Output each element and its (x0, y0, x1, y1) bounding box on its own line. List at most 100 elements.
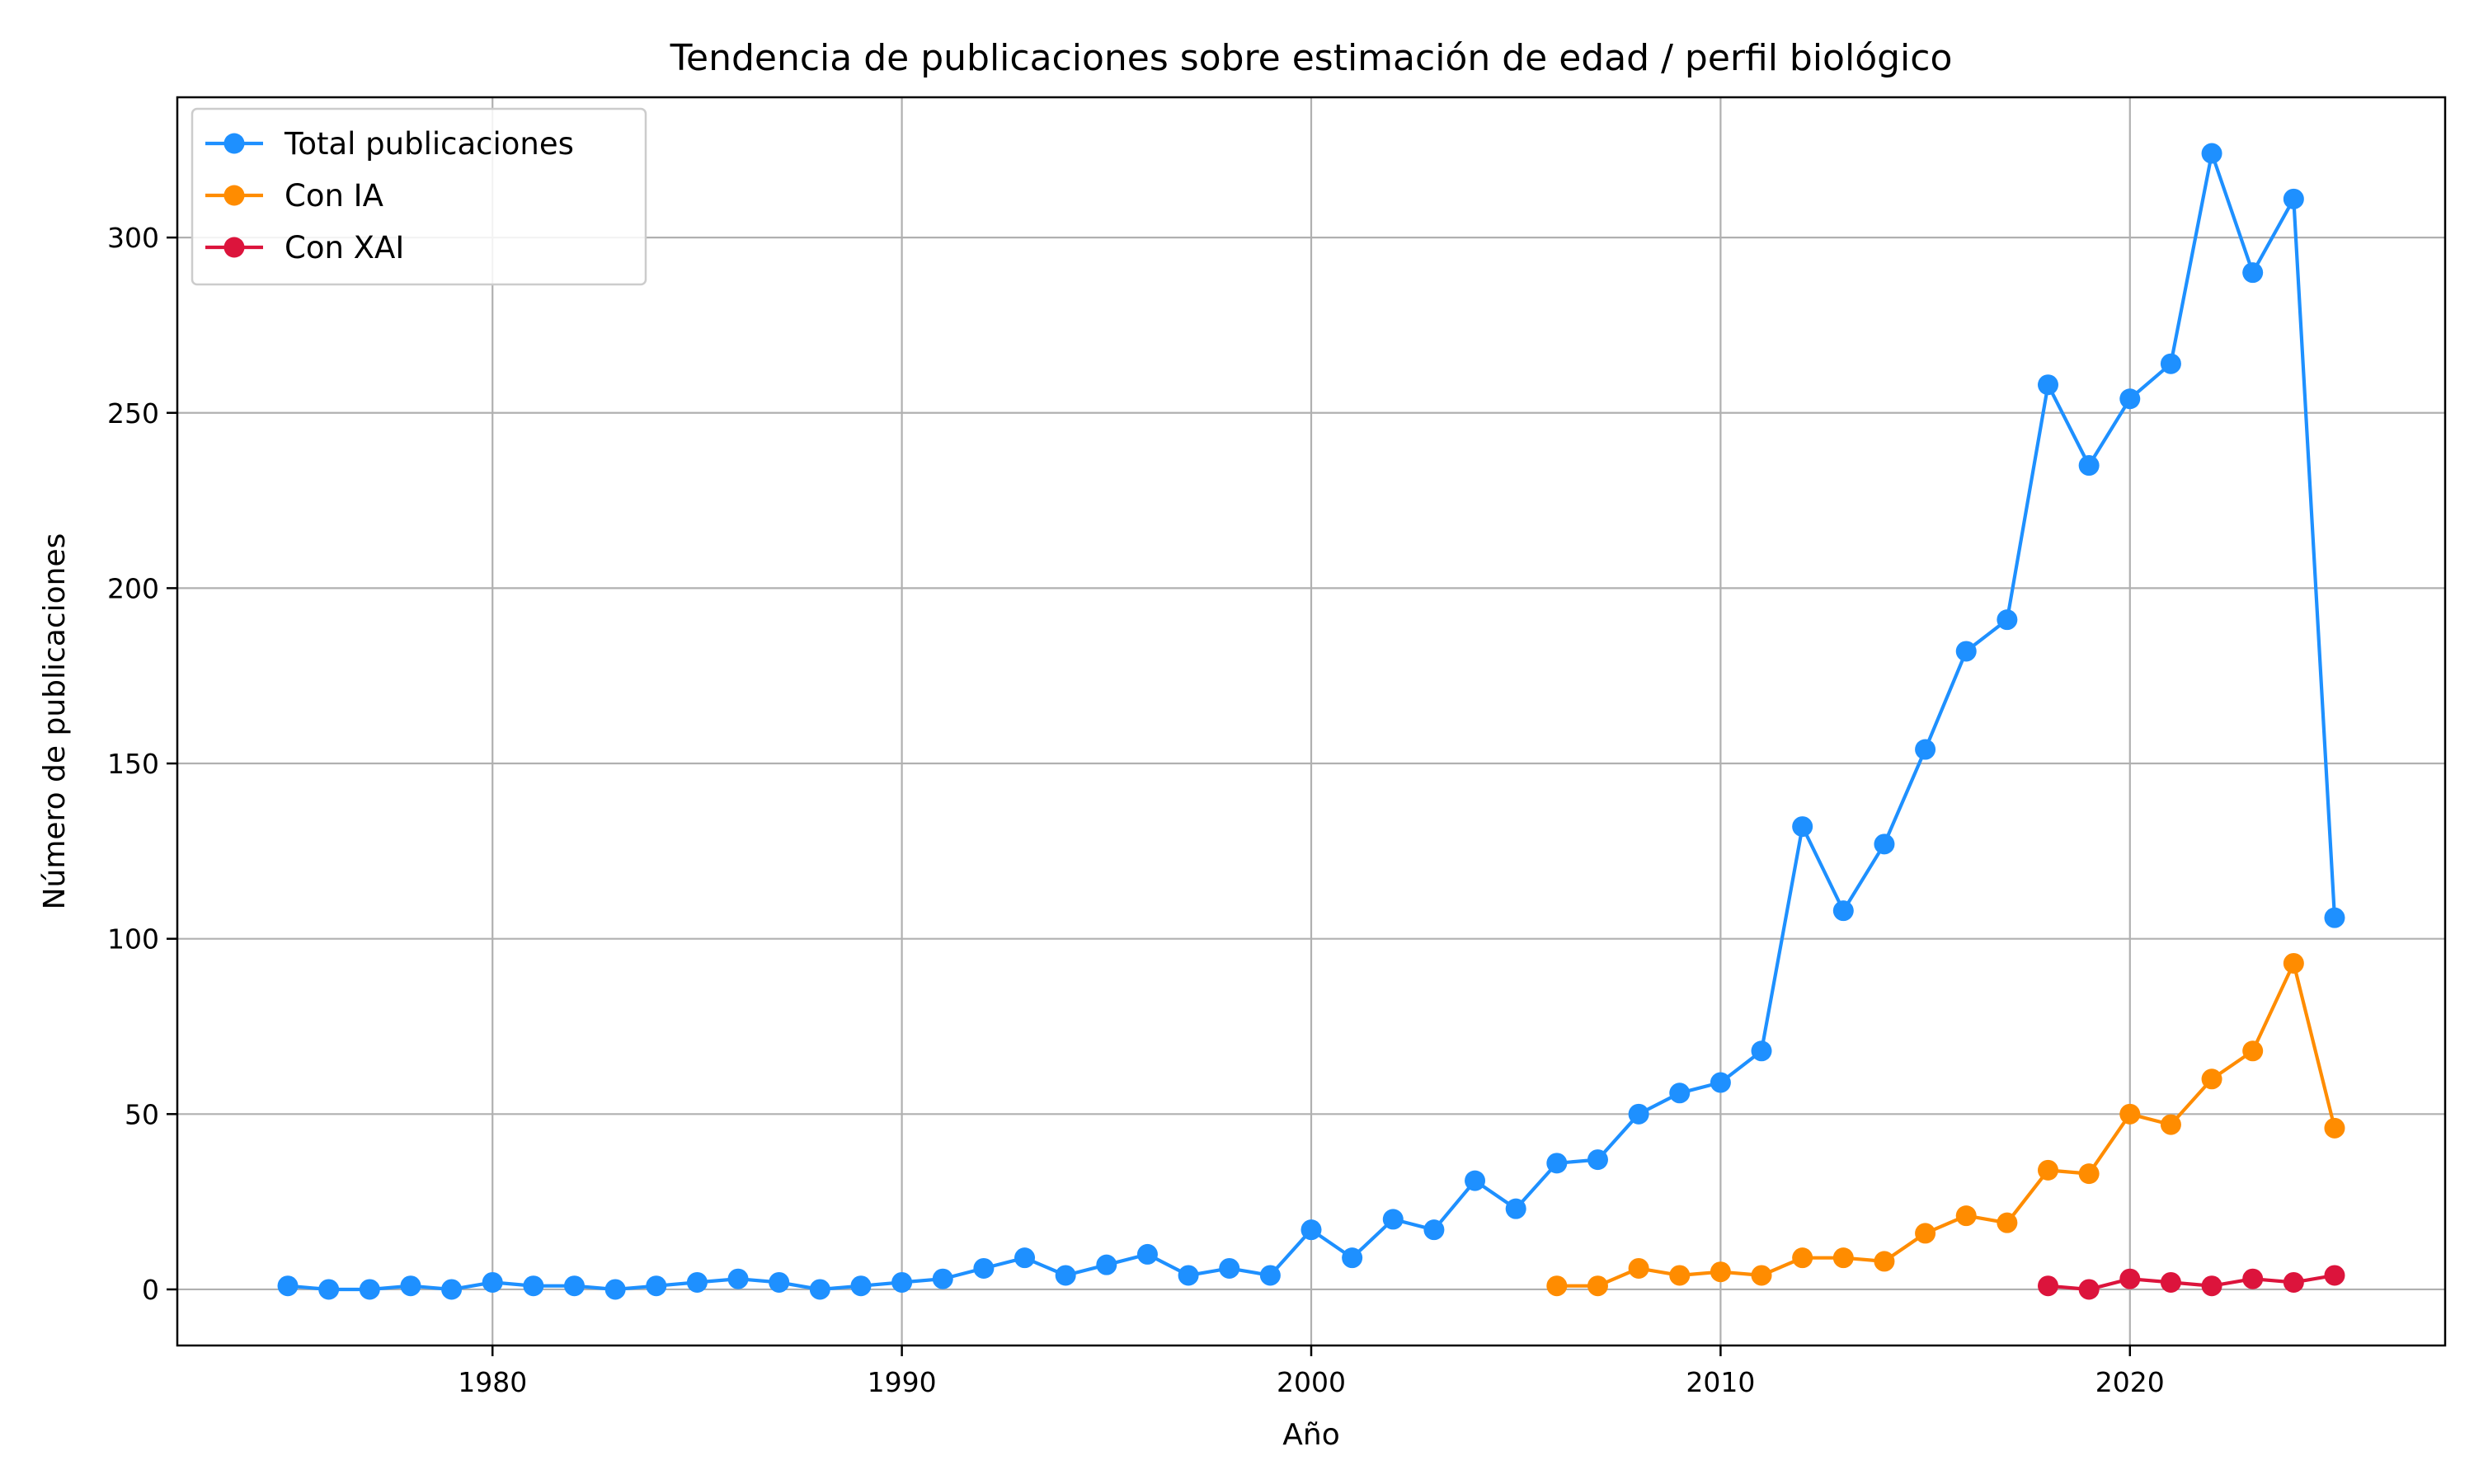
data-point (1710, 1072, 1731, 1093)
data-point (1997, 609, 2018, 631)
data-point (1423, 1219, 1445, 1241)
legend: Total publicaciones Con IA Con XAI (190, 107, 647, 286)
data-point (1832, 900, 1854, 922)
y-tick-label: 50 (125, 1098, 159, 1130)
data-point (2242, 1040, 2264, 1062)
data-point (2324, 1265, 2345, 1286)
data-point (850, 1275, 872, 1297)
data-point (1505, 1198, 1526, 1219)
series-line (1556, 961, 2337, 1288)
legend-item: Con IA (205, 178, 383, 214)
data-point (2078, 1279, 2100, 1300)
data-point (1382, 1209, 1404, 1230)
data-point (2242, 262, 2264, 284)
data-point (1792, 816, 1813, 838)
x-axis-ticks: 1980 1990 2000 2010 2020 (458, 1345, 2165, 1398)
data-point (2038, 1159, 2059, 1181)
data-point (891, 1271, 913, 1293)
data-point (563, 1275, 585, 1297)
data-point (1751, 1040, 1772, 1062)
data-point (359, 1279, 380, 1300)
x-tick-label: 2020 (2095, 1366, 2165, 1398)
series-layer (277, 143, 2345, 1300)
data-point (1259, 1265, 1281, 1286)
data-point (1055, 1265, 1076, 1286)
y-tick-label: 200 (107, 572, 159, 604)
y-tick-label: 300 (107, 222, 159, 254)
data-point (1219, 1257, 1240, 1279)
data-point (604, 1279, 626, 1300)
chart-title: Tendencia de publicaciones sobre estimac… (670, 37, 1953, 79)
data-point (2038, 1275, 2059, 1297)
data-point (1751, 1265, 1772, 1286)
data-point (1955, 641, 1977, 662)
data-point (809, 1279, 830, 1300)
y-tick-label: 150 (107, 748, 159, 780)
data-point (1546, 1275, 1568, 1297)
data-point (769, 1271, 790, 1293)
data-point (2119, 1268, 2141, 1289)
legend-marker (223, 237, 245, 258)
legend-marker (223, 185, 245, 206)
data-point (2324, 1117, 2345, 1139)
data-point (2160, 353, 2181, 374)
data-point (2283, 188, 2304, 209)
data-point (1955, 1205, 1977, 1227)
x-tick-label: 2010 (1686, 1366, 1755, 1398)
data-point (1874, 834, 1895, 855)
data-point (1628, 1103, 1649, 1125)
data-point (1997, 1212, 2018, 1233)
data-point (973, 1257, 995, 1279)
data-point (1178, 1265, 1199, 1286)
data-point (1465, 1170, 1486, 1191)
data-point (2078, 1163, 2100, 1185)
data-point (1300, 1219, 1322, 1241)
legend-label: Total publicaciones (284, 126, 574, 162)
data-point (318, 1279, 340, 1300)
data-point (1669, 1082, 1691, 1104)
x-tick-label: 1990 (868, 1366, 937, 1398)
y-tick-label: 100 (107, 923, 159, 956)
data-point (1096, 1254, 1117, 1275)
data-point (1832, 1247, 1854, 1269)
y-axis-ticks: 0 50 100 150 200 250 300 (107, 222, 177, 1306)
legend-label: Con IA (285, 178, 383, 214)
data-point (400, 1275, 421, 1297)
series-2 (1546, 952, 2345, 1297)
data-point (646, 1275, 667, 1297)
y-axis-label: Número de publicaciones (38, 533, 72, 910)
data-point (1874, 1251, 1895, 1272)
data-point (1136, 1243, 1158, 1265)
data-point (2160, 1271, 2181, 1293)
data-point (1546, 1153, 1568, 1174)
legend-item: Total publicaciones (205, 126, 574, 162)
x-tick-label: 2000 (1277, 1366, 1346, 1398)
legend-marker (223, 133, 245, 154)
data-point (1342, 1247, 1363, 1269)
data-point (1915, 739, 1936, 760)
data-point (1710, 1261, 1731, 1283)
data-point (2160, 1114, 2181, 1135)
data-point (2078, 455, 2100, 477)
data-point (1628, 1257, 1649, 1279)
data-point (441, 1279, 463, 1300)
data-point (482, 1271, 503, 1293)
data-point (2201, 1275, 2222, 1297)
data-point (1587, 1275, 1608, 1297)
data-point (2201, 1068, 2222, 1090)
data-point (2201, 143, 2222, 164)
data-point (2119, 388, 2141, 410)
y-tick-label: 250 (107, 397, 159, 430)
series-1 (277, 143, 2345, 1300)
data-point (1915, 1223, 1936, 1244)
series-3 (2038, 1265, 2345, 1300)
data-point (2324, 907, 2345, 928)
legend-item: Con XAI (205, 230, 404, 265)
y-tick-label: 0 (142, 1274, 159, 1306)
x-tick-label: 1980 (458, 1366, 527, 1398)
data-point (1669, 1265, 1691, 1286)
legend-label: Con XAI (285, 230, 404, 265)
data-point (2038, 374, 2059, 396)
data-point (932, 1268, 953, 1289)
